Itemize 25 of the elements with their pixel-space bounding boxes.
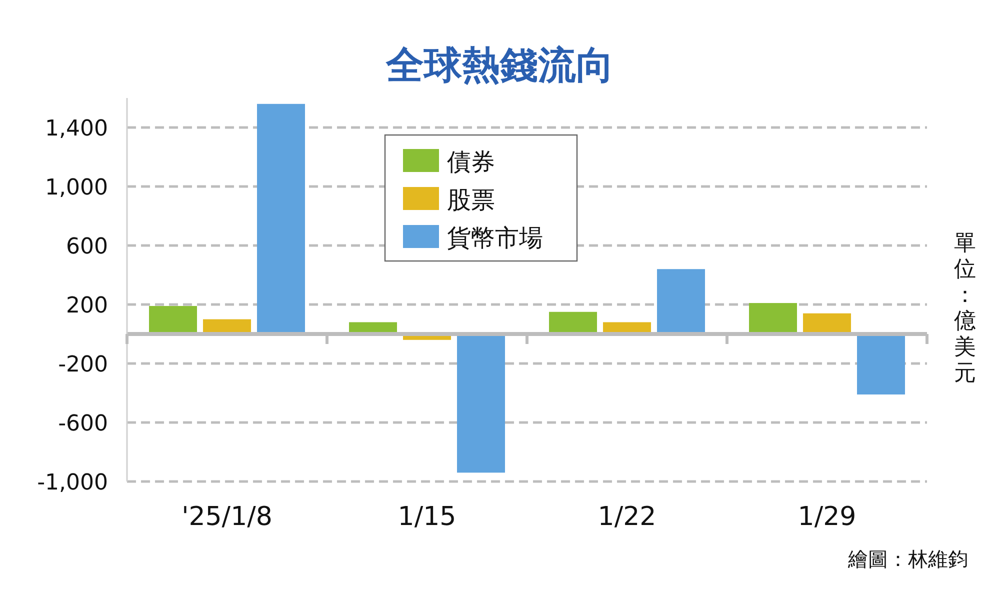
- x-tick-label: 1/15: [398, 502, 456, 532]
- y-tick-label: 1,000: [45, 176, 108, 200]
- x-tick-label: 1/22: [598, 502, 656, 532]
- bar: [749, 303, 797, 334]
- legend-label: 股票: [447, 186, 495, 214]
- bar: [549, 312, 597, 334]
- y-tick-label: -600: [58, 412, 108, 436]
- y-axis-title: 單位：億美元: [954, 231, 976, 386]
- y-tick-label: -1,000: [37, 470, 108, 496]
- text: 繪圖：林維鈞: [847, 547, 968, 571]
- bar: [149, 306, 197, 334]
- chart-title: 全球熱錢流向: [385, 43, 614, 87]
- y-tick-label: 600: [66, 234, 108, 260]
- bar: [457, 334, 505, 473]
- bar: [803, 313, 851, 334]
- x-tick-label: 1/29: [798, 502, 856, 532]
- y-tick-label: 1,400: [45, 116, 108, 142]
- legend-label: 貨幣市場: [447, 224, 543, 252]
- x-tick-label: '25/1/8: [182, 502, 272, 532]
- y-tick-label: -200: [58, 352, 108, 378]
- bar: [657, 269, 705, 334]
- legend-label: 債券: [447, 148, 495, 176]
- bar: [257, 104, 305, 334]
- bar: [857, 334, 905, 394]
- y-tick-label: 200: [66, 294, 108, 318]
